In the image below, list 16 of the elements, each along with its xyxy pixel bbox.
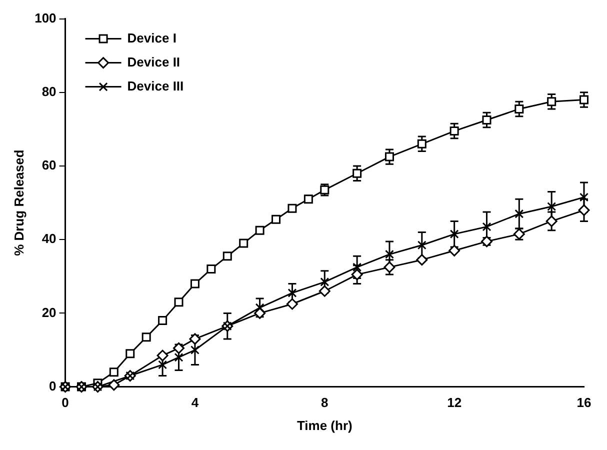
y-tick-label: 0 xyxy=(49,378,56,394)
legend-label: Device III xyxy=(127,78,184,94)
legend-label: Device I xyxy=(127,30,176,46)
y-axis-title: % Drug Released xyxy=(11,150,26,256)
y-tick-label: 100 xyxy=(34,10,56,26)
x-tick-label: 4 xyxy=(191,395,200,410)
y-tick-label: 80 xyxy=(42,84,56,99)
legend-label: Device II xyxy=(127,54,180,70)
x-tick-label: 8 xyxy=(321,395,328,410)
y-tick-label: 20 xyxy=(42,304,56,320)
x-tick-label: 12 xyxy=(447,395,462,410)
x-axis-title: Time (hr) xyxy=(296,418,352,433)
y-tick-label: 40 xyxy=(42,231,56,246)
x-tick-label: 0 xyxy=(62,395,69,410)
x-tick-label: 16 xyxy=(576,395,592,410)
y-tick-label: 60 xyxy=(42,158,56,173)
